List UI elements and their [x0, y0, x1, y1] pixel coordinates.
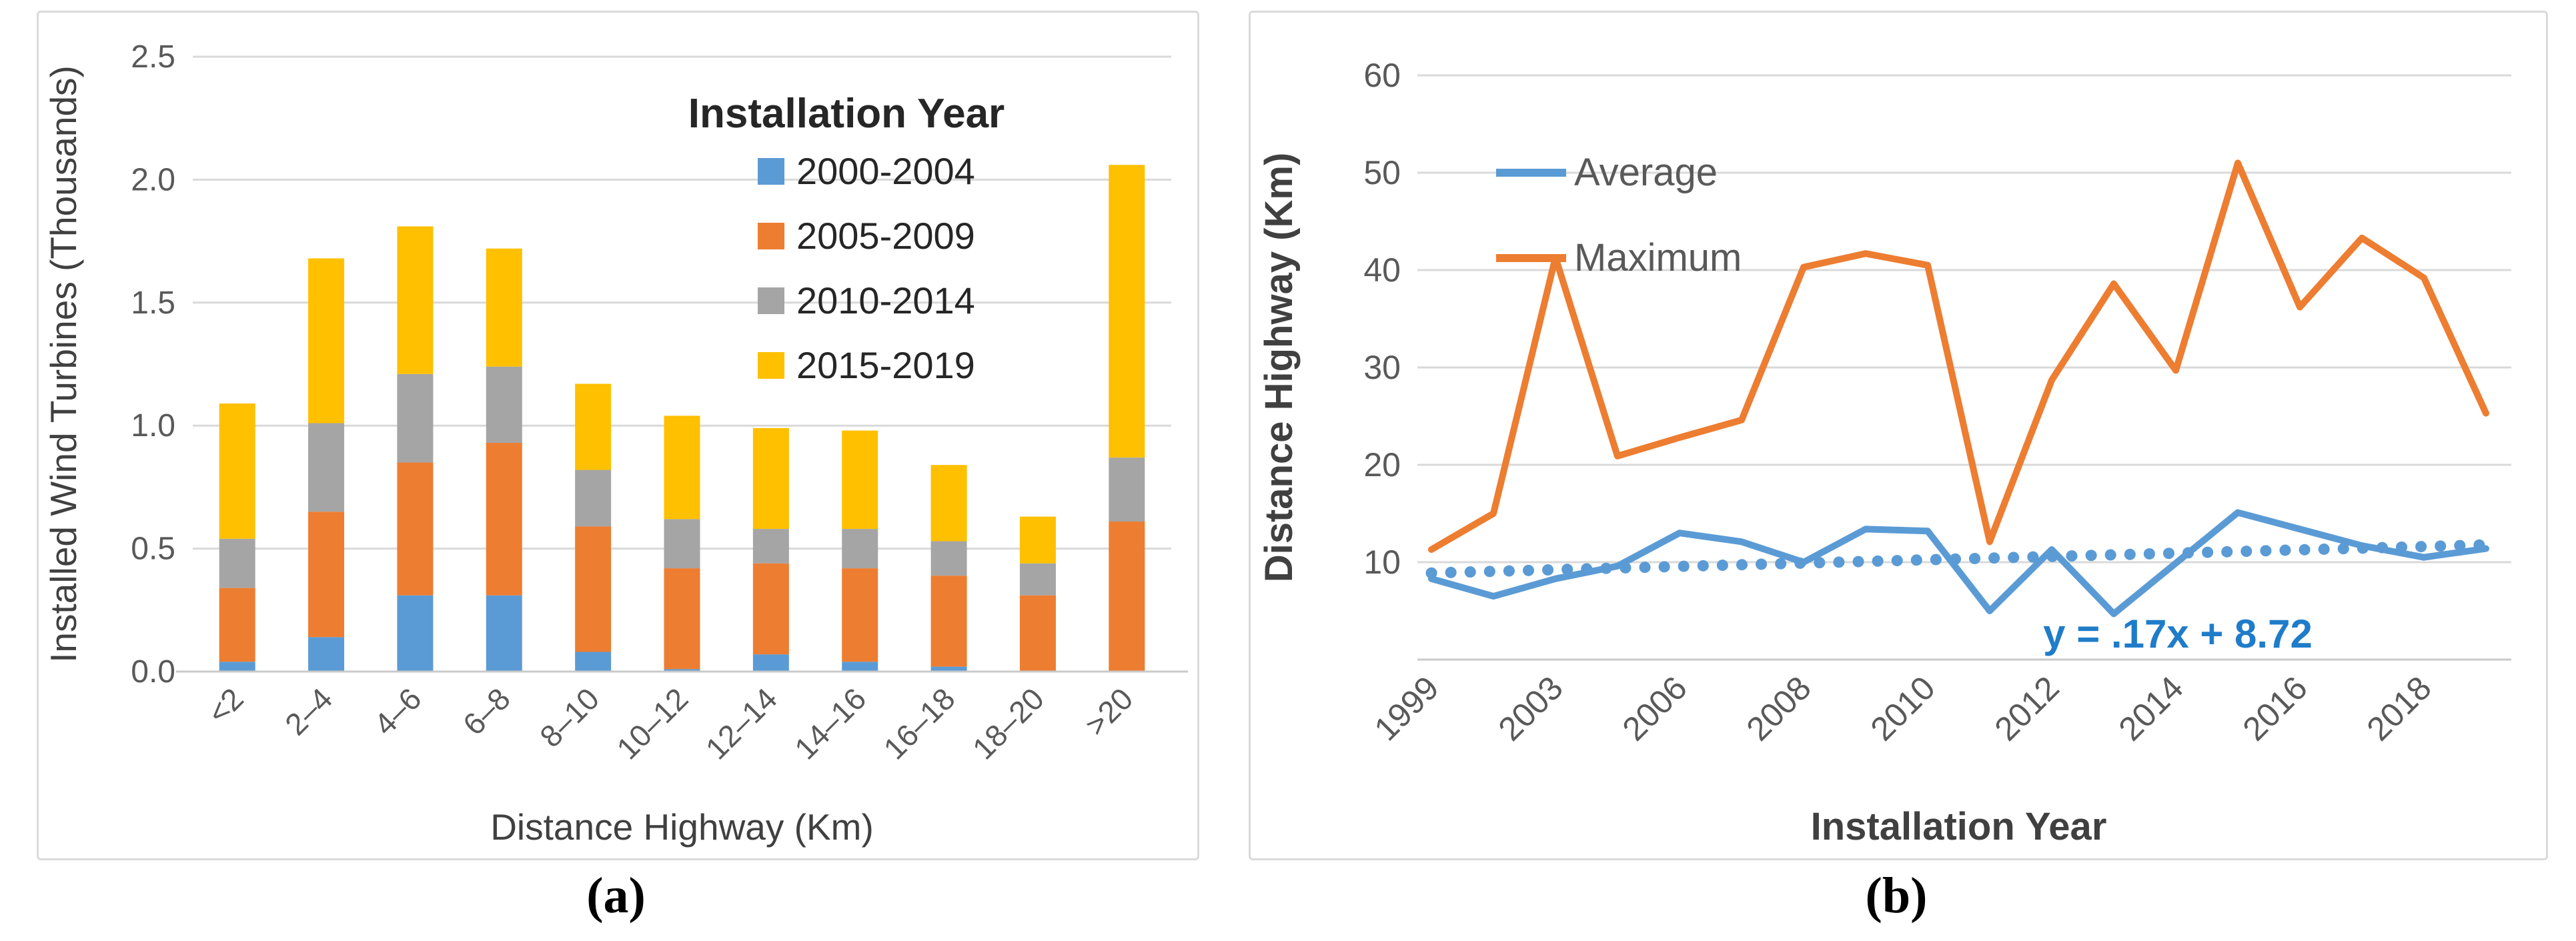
y-tick-label: 60 [1363, 57, 1401, 94]
legend-label-2000-2004: 2000-2004 [796, 150, 975, 192]
x-tick-label: 2006 [1616, 669, 1694, 748]
bar-segment-2010-2014 [664, 519, 700, 569]
bar-segment-2010-2014 [752, 529, 789, 564]
x-tick-label: 1999 [1367, 669, 1446, 748]
legend-label-Maximum: Maximum [1574, 236, 1742, 279]
bar-segment-2010-2014 [1019, 563, 1056, 596]
panel-chart-a: 0.0 0.5 1.0 1.5 2.0 2.5 <2 2–4 4–6 6–8 8–10 10–12 12… [37, 11, 1199, 860]
y-tick-label: 1.5 [131, 285, 175, 321]
x-tick-label: 6–8 [456, 681, 517, 742]
bar-segment-2000-2004 [664, 669, 700, 672]
y-tick-label: 1.0 [131, 408, 175, 443]
x-tick-label: 2–4 [278, 681, 339, 742]
bar-segment-2015-2019 [930, 465, 967, 542]
y-tick-label: 40 [1363, 251, 1401, 289]
x-tick-label: 2003 [1491, 669, 1570, 748]
x-tick-label: 2008 [1740, 669, 1818, 748]
legend-title: Installation Year [688, 91, 1005, 137]
bar-segment-2015-2019 [752, 427, 789, 530]
y-tick-label: 20 [1363, 446, 1401, 484]
x-tick-label: >20 [1078, 681, 1139, 742]
bar-segment-2010-2014 [1109, 457, 1145, 522]
bar-segment-2005-2009 [486, 443, 522, 596]
line-chart: 10 20 30 40 50 60 y = .17x + 8.72 1999 2003 2006 2… [1257, 57, 2511, 848]
y-tick-label: 0.5 [131, 532, 175, 567]
x-tick-label: 2018 [2360, 669, 2439, 748]
y-tick-label: 2.0 [131, 162, 175, 197]
stacked-bar-chart: 0.0 0.5 1.0 1.5 2.0 2.5 <2 2–4 4–6 6–8 8–10 10–12 12… [43, 39, 1188, 848]
caption-b: (b) [1865, 868, 1928, 924]
y-tick-label: 50 [1363, 154, 1401, 191]
x-tick-label: 18–20 [966, 681, 1051, 766]
bar-segment-2010-2014 [397, 373, 434, 463]
caption-a: (a) [586, 868, 646, 924]
x-axis-title: Distance Highway (Km) [490, 806, 874, 848]
bar-segment-2015-2019 [219, 403, 255, 539]
x-tick-label: <2 [201, 681, 250, 730]
y-axis-title: Distance Highway (Km) [1257, 153, 1301, 583]
bar-segment-2005-2009 [842, 568, 878, 662]
bar-segment-2015-2019 [575, 383, 612, 470]
x-tick-label: 14–16 [788, 681, 872, 766]
bar-segment-2000-2004 [397, 595, 434, 672]
bar-segment-2000-2004 [219, 662, 255, 672]
bar-segment-2015-2019 [664, 415, 700, 520]
bar-segment-2000-2004 [842, 662, 878, 672]
bar-segment-2005-2009 [930, 576, 967, 667]
bar-segment-2015-2019 [1109, 165, 1145, 458]
x-tick-label: 2012 [1988, 669, 2066, 748]
bar-segment-2005-2009 [664, 568, 700, 670]
bar-segment-2015-2019 [308, 258, 345, 423]
x-tick-label: 12–14 [699, 681, 784, 766]
bar-segment-2010-2014 [842, 529, 878, 569]
bar-segment-2005-2009 [219, 588, 255, 662]
bar-segment-2005-2009 [397, 462, 434, 596]
series-line-Maximum [1428, 159, 2489, 554]
bar-segment-2005-2009 [1019, 595, 1056, 672]
x-tick-label: 10–12 [610, 681, 694, 766]
legend-swatch-2005-2009 [758, 223, 784, 249]
y-axis-title: Installed Wind Turbines (Thousands) [43, 65, 84, 663]
bar-segment-2010-2014 [219, 538, 255, 588]
x-tick-label: 2016 [2236, 669, 2315, 748]
bar-segment-2010-2014 [575, 469, 612, 527]
y-tick-label: 2.5 [131, 39, 175, 75]
legend-swatch-2000-2004 [758, 158, 784, 185]
bar-segment-2015-2019 [486, 248, 522, 367]
bar-segment-2015-2019 [1019, 516, 1056, 564]
legend-label-2005-2009: 2005-2009 [796, 215, 975, 257]
bar-segment-2010-2014 [308, 423, 345, 512]
bar-segment-2000-2004 [308, 637, 345, 672]
trendline-dotted [1425, 539, 2492, 579]
bar-segment-2000-2004 [752, 654, 789, 672]
bar-segment-2005-2009 [308, 512, 345, 638]
bar-segment-2000-2004 [575, 652, 612, 672]
legend-label-2010-2014: 2010-2014 [796, 279, 975, 321]
bar-segment-2010-2014 [486, 366, 522, 443]
legend-swatch-2015-2019 [758, 352, 784, 379]
x-tick-label: 8–10 [533, 681, 606, 754]
bar-segment-2000-2004 [930, 666, 967, 672]
bar-segment-2005-2009 [752, 563, 789, 655]
y-tick-label: 0.0 [131, 654, 175, 690]
y-tick-label: 30 [1363, 349, 1401, 386]
x-tick-label: 2014 [2112, 669, 2190, 748]
legend-label-Average: Average [1574, 151, 1718, 194]
x-tick-label: 16–18 [876, 681, 961, 766]
trendline-equation: y = .17x + 8.72 [2043, 612, 2313, 656]
bar-segment-2015-2019 [397, 226, 434, 374]
x-tick-label: 2010 [1864, 669, 1942, 748]
panel-chart-b: 10 20 30 40 50 60 y = .17x + 8.72 1999 2003 2006 2… [1249, 11, 2548, 860]
bar-segment-2015-2019 [842, 430, 878, 530]
y-tick-label: 10 [1363, 544, 1401, 581]
x-tick-label: 4–6 [367, 681, 428, 742]
legend-swatch-2010-2014 [758, 287, 784, 314]
bar-segment-2010-2014 [930, 541, 967, 576]
bar-segment-2000-2004 [486, 595, 522, 672]
bar-segment-2005-2009 [1109, 522, 1145, 672]
bar-segment-2005-2009 [575, 526, 612, 652]
x-axis-title: Installation Year [1811, 805, 2107, 848]
legend-label-2015-2019: 2015-2019 [796, 344, 975, 386]
